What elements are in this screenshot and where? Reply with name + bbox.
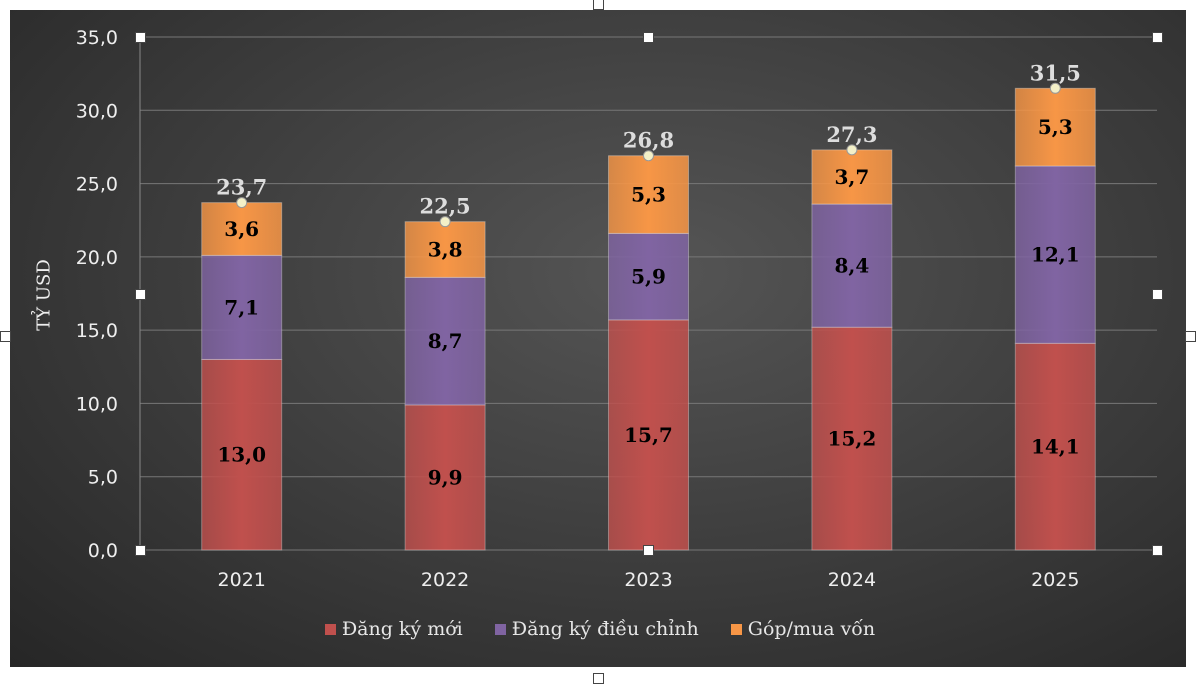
- bar-segment: [404, 276, 486, 406]
- data-label: 14,1: [1031, 435, 1080, 459]
- resize-handle[interactable]: [135, 545, 146, 556]
- y-tick-label: 5,0: [88, 467, 118, 489]
- y-tick-label: 25,0: [76, 174, 118, 196]
- total-marker: [439, 216, 451, 228]
- legend-label: Góp/mua vốn: [747, 618, 876, 640]
- data-label: 3,8: [428, 238, 463, 262]
- bar-segment: [404, 221, 486, 278]
- legend-label: Đăng ký điều chỉnh: [511, 618, 699, 640]
- data-label: 15,2: [828, 427, 877, 451]
- data-label: 3,6: [224, 217, 259, 241]
- data-label: 15,7: [624, 423, 673, 447]
- y-tick-label: 20,0: [76, 247, 118, 269]
- resize-handle[interactable]: [643, 545, 654, 556]
- total-label: 26,8: [623, 128, 674, 153]
- resize-handle[interactable]: [1152, 545, 1163, 556]
- bar-segment: [608, 232, 689, 321]
- resize-handle[interactable]: [135, 289, 146, 300]
- y-tick-label: 10,0: [76, 393, 118, 415]
- total-marker: [643, 150, 654, 162]
- data-label: 3,7: [835, 165, 870, 189]
- legend-swatch: [730, 623, 742, 635]
- legend[interactable]: Đăng ký mới Đăng ký điều chỉnh Góp/mua v…: [0, 618, 1200, 640]
- bar-segment: [1014, 87, 1096, 167]
- total-label: 22,5: [420, 194, 471, 219]
- data-label: 13,0: [217, 443, 266, 467]
- resize-handle[interactable]: [135, 32, 146, 43]
- data-label: 7,1: [224, 295, 259, 319]
- data-label: 5,9: [631, 265, 666, 289]
- x-tick-label: 2024: [828, 569, 876, 591]
- x-tick-label: 2022: [421, 569, 469, 591]
- data-label: 12,1: [1031, 243, 1080, 267]
- resize-handle[interactable]: [1152, 289, 1163, 300]
- total-label: 23,7: [216, 175, 267, 200]
- total-marker: [236, 197, 248, 209]
- bar-segment: [1014, 342, 1096, 551]
- legend-swatch: [324, 623, 336, 635]
- legend-swatch: [494, 623, 506, 635]
- resize-handle[interactable]: [643, 32, 654, 43]
- bar-segment: [1014, 165, 1096, 344]
- x-tick-label: 2025: [1031, 569, 1079, 591]
- legend-item-gop-mua-von[interactable]: Góp/mua vốn: [730, 618, 876, 640]
- bar-segment: [201, 358, 283, 551]
- resize-handle[interactable]: [0, 331, 11, 342]
- bar-segment: [811, 326, 893, 551]
- resize-handle[interactable]: [1185, 331, 1196, 342]
- resize-handle[interactable]: [1152, 32, 1163, 43]
- legend-item-dang-ky-moi[interactable]: Đăng ký mới: [324, 618, 463, 640]
- data-label: 8,7: [428, 329, 463, 353]
- data-label: 5,3: [1038, 115, 1073, 139]
- y-axis-label: TỶ USD: [33, 259, 55, 331]
- total-label: 31,5: [1030, 60, 1081, 85]
- data-label: 5,3: [631, 183, 666, 207]
- bar-segment: [201, 254, 283, 360]
- bar-segment: [404, 404, 486, 551]
- y-tick-label: 35,0: [76, 27, 118, 49]
- bar-segment: [608, 319, 689, 551]
- bar-segment: [608, 155, 689, 234]
- y-tick-label: 30,0: [76, 100, 118, 122]
- resize-handle[interactable]: [593, 0, 604, 10]
- legend-label: Đăng ký mới: [341, 618, 463, 640]
- x-tick-label: 2023: [624, 569, 672, 591]
- y-tick-label: 0,0: [88, 540, 118, 562]
- total-marker: [1049, 82, 1061, 94]
- x-tick-label: 2021: [218, 569, 266, 591]
- data-label: 8,4: [835, 254, 870, 278]
- total-label: 27,3: [826, 122, 877, 147]
- total-marker: [846, 144, 858, 156]
- resize-handle[interactable]: [593, 673, 604, 684]
- data-label: 9,9: [428, 465, 463, 489]
- legend-item-dang-ky-dieu-chinh[interactable]: Đăng ký điều chỉnh: [494, 618, 699, 640]
- y-tick-label: 15,0: [76, 320, 118, 342]
